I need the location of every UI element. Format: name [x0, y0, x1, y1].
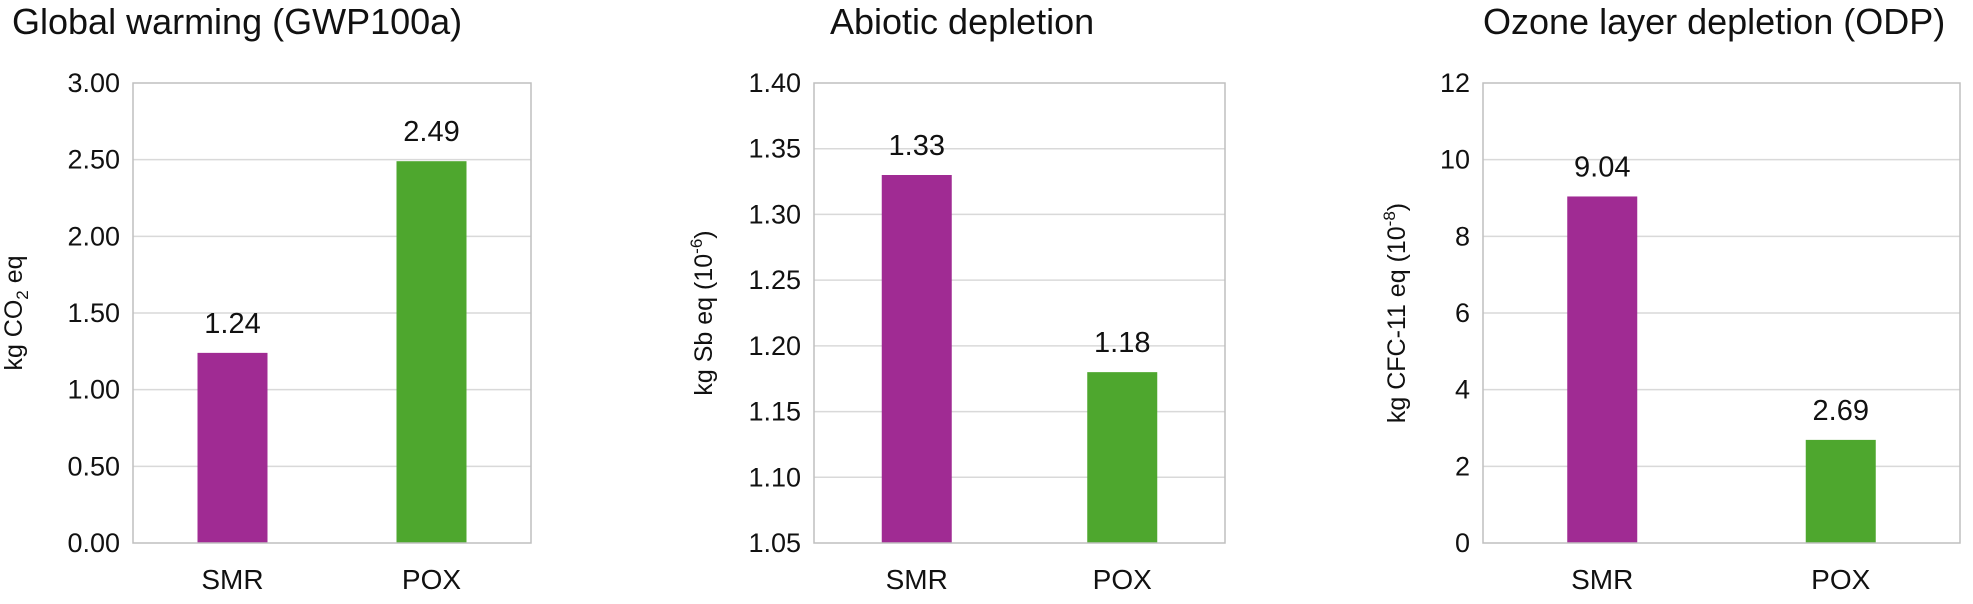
y-axis-label-sub: 2: [13, 290, 32, 299]
y-axis-label-sup: -8: [1380, 211, 1399, 226]
y-tick-label: 1.15: [748, 397, 801, 427]
category-label: POX: [1811, 564, 1870, 595]
y-tick-label: 2.50: [67, 145, 120, 175]
y-tick-label: 1.00: [67, 375, 120, 405]
chart-title: Global warming (GWP100a): [12, 1, 462, 42]
category-label: SMR: [201, 564, 263, 595]
chart-3: Ozone layer depletion (ODP) 0 2 4 6 8 10 12 9.04…: [1380, 1, 1961, 595]
chart-1: Global warming (GWP100a) 0.00 0.50 1.00 1.50…: [0, 1, 532, 595]
y-axis-label-sup: -6: [687, 239, 706, 254]
chart-2: Abiotic depletion 1.05 1.10 1.15 1.20 1.25 1.3…: [687, 1, 1226, 595]
y-axis-label-text: kg Sb eq (10: [690, 254, 718, 396]
y-axis-label-text: ): [690, 230, 718, 238]
plot-frame: [1482, 82, 1961, 544]
bar-pox: [1087, 372, 1158, 543]
chart-title: Abiotic depletion: [830, 1, 1094, 42]
bar-pox: [396, 161, 467, 543]
y-tick-label: 0.50: [67, 451, 120, 481]
data-label: 2.69: [1813, 395, 1869, 427]
y-tick-label: 12: [1440, 68, 1470, 98]
data-label: 9.04: [1574, 151, 1630, 183]
plot-frame: [132, 82, 532, 544]
chart-title: Ozone layer depletion (ODP): [1483, 1, 1945, 42]
bar-smr: [197, 352, 268, 543]
y-tick-label: 2: [1455, 451, 1470, 481]
data-label: 1.18: [1094, 327, 1150, 359]
y-axis-label: kg Sb eq (10-6): [687, 230, 718, 395]
y-tick-label: 3.00: [67, 68, 120, 98]
y-tick-label: 1.25: [748, 265, 801, 295]
category-label: SMR: [1571, 564, 1633, 595]
y-tick-label: 1.30: [748, 199, 801, 229]
y-tick-label: 1.10: [748, 462, 801, 492]
bar-pox: [1805, 439, 1876, 543]
category-label: POX: [402, 564, 461, 595]
y-tick-label: 8: [1455, 221, 1470, 251]
plot-frame: [813, 82, 1226, 544]
category-label: POX: [1093, 564, 1152, 595]
y-axis-label: kg CFC-11 eq (10-8): [1380, 203, 1411, 423]
data-label: 1.24: [204, 308, 260, 340]
y-tick-label: 1.05: [748, 528, 801, 558]
bar-smr: [881, 175, 952, 543]
y-axis-label-text: eq: [0, 255, 28, 290]
y-tick-label: 2.00: [67, 221, 120, 251]
y-tick-label: 1.20: [748, 331, 801, 361]
y-tick-label: 6: [1455, 298, 1470, 328]
data-label: 2.49: [403, 116, 459, 148]
y-tick-label: 0: [1455, 528, 1470, 558]
y-tick-label: 0.00: [67, 528, 120, 558]
y-tick-label: 1.40: [748, 68, 801, 98]
y-axis-label-text: ): [1383, 203, 1411, 211]
y-tick-label: 10: [1440, 145, 1470, 175]
data-label: 1.33: [889, 130, 945, 162]
y-tick-label: 1.35: [748, 134, 801, 164]
y-axis-label-text: kg CFC-11 eq (10: [1383, 226, 1411, 423]
category-label: SMR: [886, 564, 948, 595]
y-tick-label: 4: [1455, 375, 1470, 405]
y-tick-label: 1.50: [67, 298, 120, 328]
bar-smr: [1567, 196, 1638, 543]
y-axis-label-text: kg CO: [0, 300, 28, 371]
y-axis-label: kg CO2 eq: [0, 255, 32, 370]
